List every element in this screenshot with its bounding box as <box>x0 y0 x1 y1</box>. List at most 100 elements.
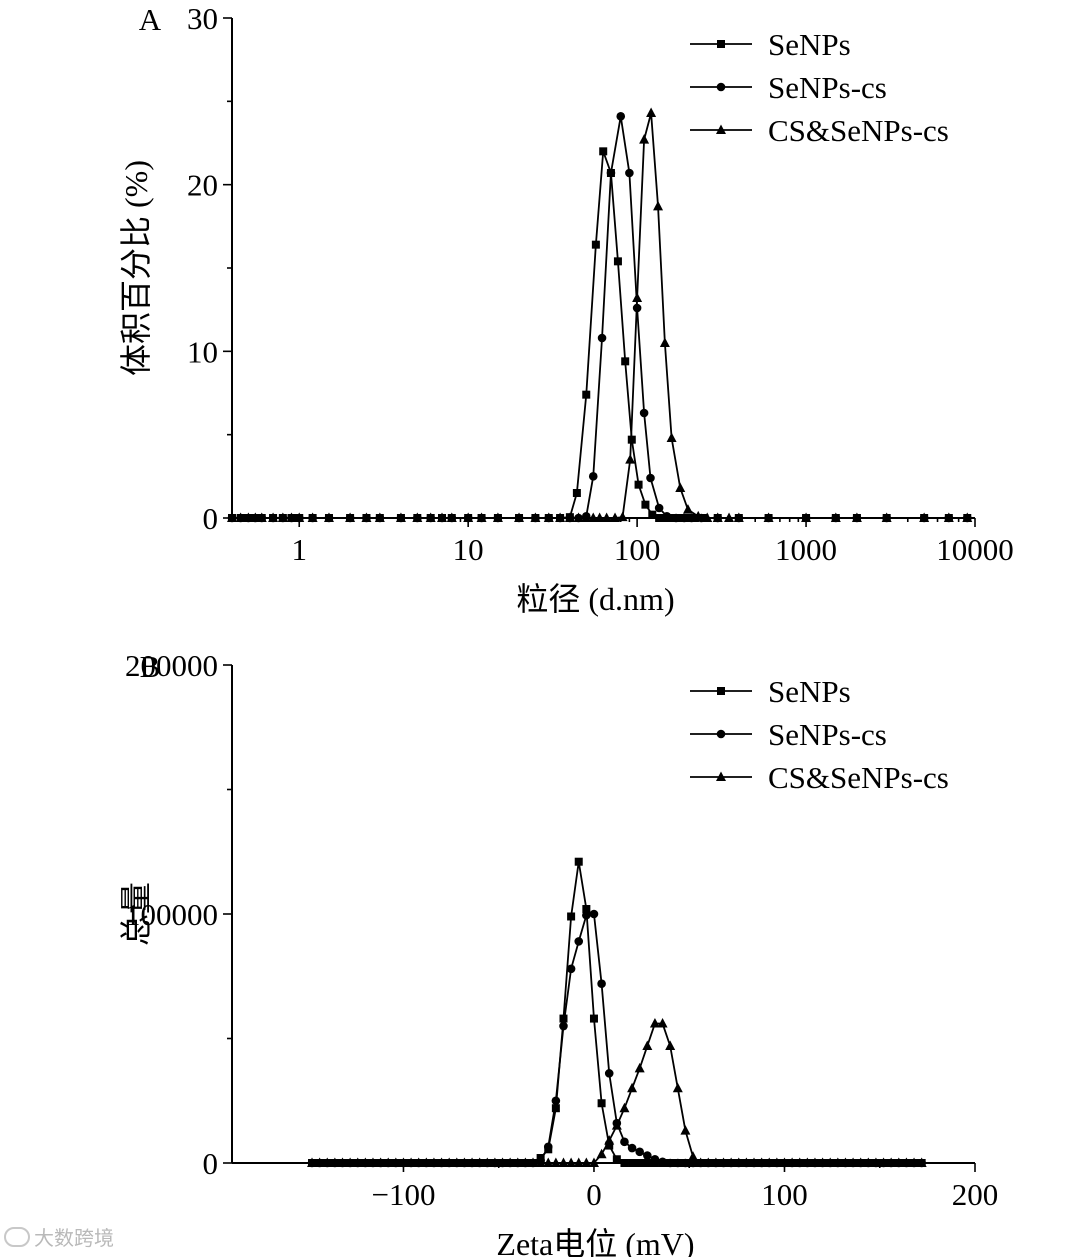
data-point <box>428 1157 439 1167</box>
data-point <box>673 1158 683 1168</box>
y-tick-label: 30 <box>187 1 218 36</box>
data-point <box>658 1157 667 1167</box>
data-point <box>634 480 643 489</box>
data-point <box>764 1157 775 1167</box>
data-point <box>893 1157 904 1167</box>
data-point <box>555 512 566 522</box>
data-point <box>451 1157 462 1167</box>
watermark: 大数跨境 <box>4 1222 114 1251</box>
data-point <box>588 472 598 481</box>
data-point <box>679 513 689 523</box>
data-point <box>421 1157 432 1167</box>
data-point <box>703 1157 714 1167</box>
data-point <box>573 512 584 522</box>
chart-panel-b: 0 100000 200000 −100 0 100 200 Zeta电位 (mV) 总量 B Se… <box>118 648 998 1257</box>
y-tick-label: 10 <box>187 334 218 369</box>
data-point <box>635 1147 644 1157</box>
data-point <box>374 512 385 522</box>
data-point <box>718 1157 729 1167</box>
series-line <box>232 116 968 519</box>
data-point <box>406 1157 417 1167</box>
data-point <box>596 1148 607 1159</box>
data-point <box>610 512 621 522</box>
data-point <box>666 432 677 442</box>
data-point <box>604 1069 614 1078</box>
data-point <box>323 512 334 522</box>
data-point <box>474 1157 485 1167</box>
data-point <box>724 512 735 522</box>
data-point <box>425 512 436 522</box>
data-point <box>551 1104 560 1113</box>
data-point <box>653 200 664 211</box>
data-point <box>779 1157 790 1167</box>
data-point <box>632 292 643 302</box>
data-point <box>671 513 681 523</box>
data-point <box>520 1157 531 1167</box>
data-point <box>543 512 554 522</box>
data-point <box>916 1157 927 1167</box>
data-point <box>650 1154 660 1164</box>
data-point <box>559 1021 568 1031</box>
data-point <box>597 333 607 343</box>
data-point <box>459 1157 470 1167</box>
data-point <box>817 1157 828 1167</box>
data-point <box>733 512 744 522</box>
data-point <box>360 1157 371 1167</box>
data-point <box>672 1082 683 1093</box>
data-point <box>627 1082 638 1093</box>
data-point <box>620 1137 629 1147</box>
data-point <box>635 1159 644 1167</box>
data-point <box>682 504 693 514</box>
data-point <box>345 1157 356 1167</box>
data-point <box>514 512 525 522</box>
data-point <box>437 512 448 522</box>
data-point <box>528 1157 539 1167</box>
data-point <box>235 512 246 522</box>
data-point <box>878 1157 889 1167</box>
data-point <box>597 1099 606 1108</box>
data-point <box>307 512 318 522</box>
data-point <box>741 1157 752 1167</box>
data-point <box>588 512 599 522</box>
y-tick-label: 100000 <box>125 897 218 932</box>
data-point <box>329 1157 340 1167</box>
data-point <box>277 512 288 522</box>
data-point <box>497 1157 508 1167</box>
data-point <box>611 1120 622 1130</box>
legend-marker <box>716 124 726 134</box>
data-point <box>594 512 605 522</box>
legend-label: SeNPs <box>768 27 851 62</box>
data-point <box>763 512 774 522</box>
data-point <box>643 1159 652 1167</box>
x-tick-label: 200 <box>952 1177 999 1212</box>
legend-label: SeNPs-cs <box>768 70 887 105</box>
data-point <box>361 512 372 522</box>
data-point <box>726 1157 737 1167</box>
data-point <box>621 357 630 366</box>
data-point <box>625 454 636 464</box>
data-point <box>657 1018 668 1028</box>
data-point <box>733 1157 744 1167</box>
data-point <box>581 512 592 522</box>
data-point <box>712 512 723 522</box>
data-point <box>825 1157 836 1167</box>
data-point <box>307 1157 318 1167</box>
legend: SeNPs SeNPs-cs CS&SeNPs-cs <box>690 27 949 148</box>
data-point <box>588 1157 599 1167</box>
x-tick-label: 1 <box>291 532 307 567</box>
y-tick-label: 20 <box>187 168 218 203</box>
data-point <box>375 1157 386 1167</box>
data-point <box>787 1157 798 1167</box>
data-point <box>605 1141 614 1150</box>
data-point <box>314 1157 325 1167</box>
data-point <box>582 905 591 914</box>
data-point <box>467 1157 478 1167</box>
data-point <box>345 512 356 522</box>
data-point <box>643 1151 652 1160</box>
data-point <box>620 1159 629 1167</box>
data-point <box>771 1157 782 1167</box>
x-axis-title: 粒径 (d.nm) <box>516 581 674 617</box>
data-point <box>412 512 423 522</box>
x-tick-label: 0 <box>586 1177 602 1212</box>
